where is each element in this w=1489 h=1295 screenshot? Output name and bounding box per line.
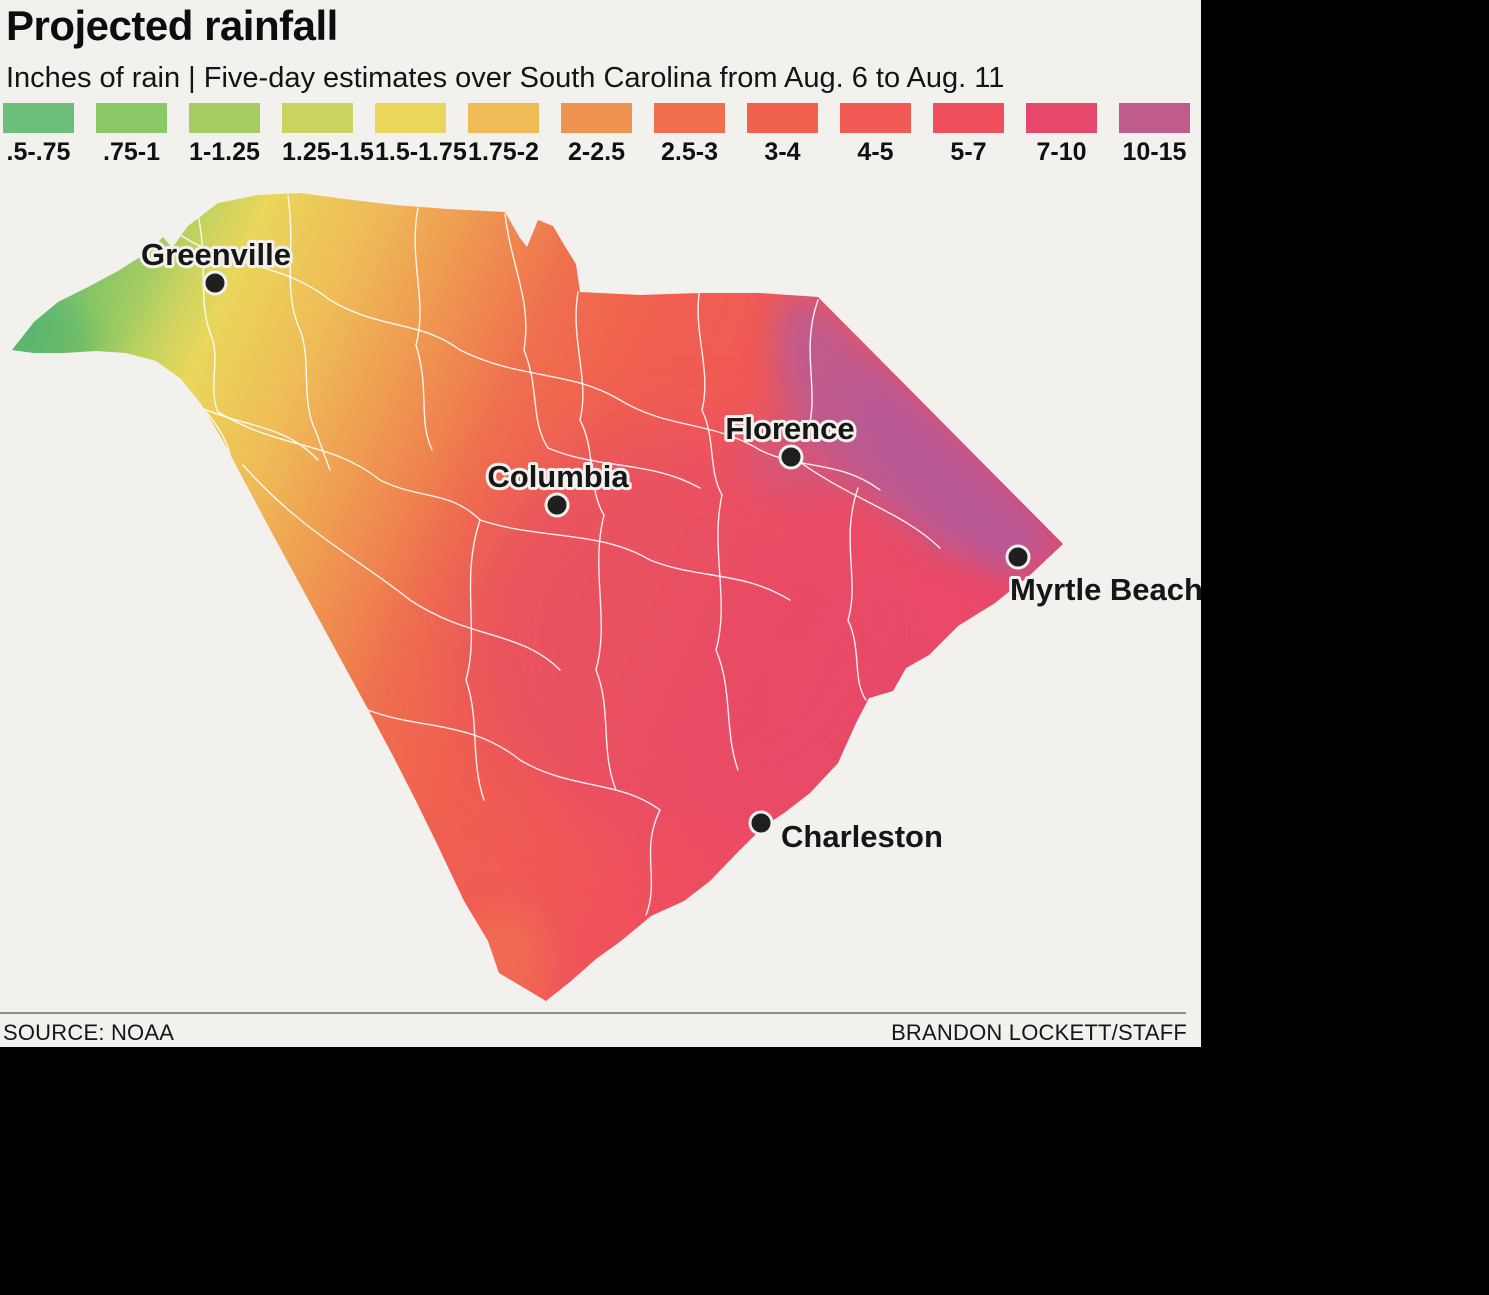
purple-max-core — [850, 362, 1048, 566]
legend-swatch — [933, 103, 1004, 133]
legend-swatch — [1026, 103, 1097, 133]
legend-swatch — [654, 103, 725, 133]
legend-item: 3-4 — [747, 103, 818, 167]
city-dot — [778, 444, 804, 470]
legend-item: 4-5 — [840, 103, 911, 167]
legend-label: 3-4 — [764, 138, 801, 166]
city-label: Greenville — [141, 237, 291, 272]
legend-label: 2-2.5 — [568, 138, 625, 166]
graphic-container: Projected rainfall Inches of rain | Five… — [0, 0, 1201, 1047]
legend-label: 2.5-3 — [661, 138, 718, 166]
city-dot — [202, 270, 228, 296]
legend-label: 1-1.25 — [189, 138, 260, 166]
subtitle: Inches of rain | Five-day estimates over… — [6, 62, 1005, 94]
legend-item: .5-.75 — [3, 103, 74, 167]
legend-swatch — [96, 103, 167, 133]
legend-swatch — [282, 103, 353, 133]
city-marker-myrtle-beach: Myrtle Beach — [1005, 544, 1201, 610]
city-marker-greenville: Greenville — [138, 234, 294, 296]
source-divider — [0, 1012, 1186, 1014]
city-marker-columbia: Columbia — [484, 456, 632, 518]
city-label: Charleston — [781, 819, 943, 854]
orange-south-accent — [457, 907, 553, 1001]
legend-swatch — [840, 103, 911, 133]
legend-swatch — [375, 103, 446, 133]
legend-label: 7-10 — [1036, 138, 1087, 166]
legend-item: 2-2.5 — [561, 103, 632, 167]
city-marker-florence: Florence — [722, 408, 858, 470]
city-dot — [1005, 544, 1031, 570]
legend-swatch — [468, 103, 539, 133]
page-title: Projected rainfall — [6, 2, 338, 49]
magenta-band — [455, 430, 925, 840]
legend-item: 1-1.25 — [189, 103, 260, 167]
legend-label: .75-1 — [103, 138, 160, 166]
legend-item: 1.75-2 — [468, 103, 539, 167]
city-markers: Greenville Columbia Florence Myrtle Beach Ch… — [138, 234, 1201, 857]
legend-label: 10-15 — [1122, 138, 1187, 166]
legend-item: .75-1 — [96, 103, 167, 167]
legend-swatch — [3, 103, 74, 133]
legend-label: .5-.75 — [6, 138, 71, 166]
city-label: Columbia — [487, 459, 629, 494]
legend-item: 10-15 — [1119, 103, 1190, 167]
legend-swatch — [189, 103, 260, 133]
city-dot — [544, 492, 570, 518]
legend-item: 5-7 — [933, 103, 1004, 167]
legend-swatch — [747, 103, 818, 133]
legend-label: 1.75-2 — [468, 138, 539, 166]
legend-item: 7-10 — [1026, 103, 1097, 167]
legend-swatch — [1119, 103, 1190, 133]
credit-label: BRANDON LOCKETT/STAFF — [891, 1020, 1187, 1045]
source-label: SOURCE: NOAA — [3, 1020, 175, 1045]
sc-rainfall-map: Greenville Columbia Florence Myrtle Beach Ch… — [12, 193, 1201, 1001]
footer: SOURCE: NOAA BRANDON LOCKETT/STAFF — [3, 1020, 1187, 1046]
legend-label: 4-5 — [857, 138, 894, 166]
legend-item: 1.5-1.75 — [375, 103, 467, 167]
city-label: Florence — [725, 411, 854, 446]
city-dot — [748, 810, 774, 836]
city-marker-charleston: Charleston — [748, 810, 946, 857]
legend-item: 2.5-3 — [654, 103, 725, 167]
rainfall-legend: .5-.75.75-1 1-1.25 1.25-1.5 1.5-1.75 1.75-2 2… — [3, 103, 1190, 167]
city-label: Myrtle Beach — [1010, 572, 1201, 607]
legend-label: 5-7 — [950, 138, 987, 166]
legend-swatch — [561, 103, 632, 133]
